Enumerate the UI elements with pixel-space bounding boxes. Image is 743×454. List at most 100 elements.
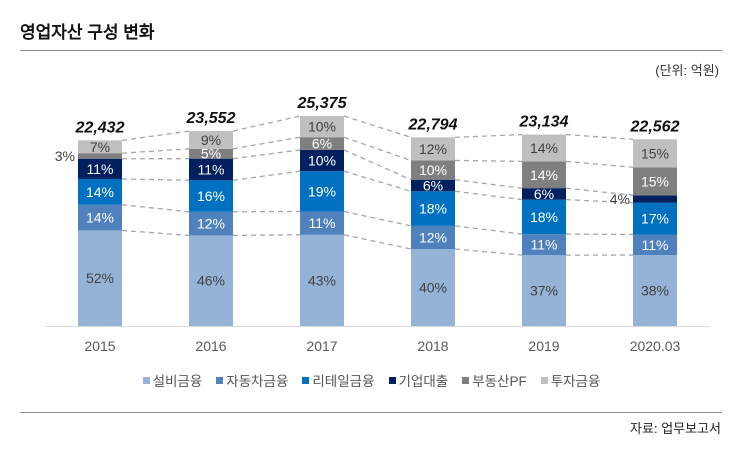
data-label: 19%: [308, 183, 336, 199]
data-label: 11%: [198, 161, 225, 177]
bar-segment: [522, 255, 566, 326]
connector-line: [565, 187, 634, 196]
connector-line: [343, 136, 412, 162]
bar-segment: [411, 191, 455, 226]
connector-line: [454, 133, 523, 139]
data-label: 10%: [308, 119, 336, 135]
legend-label: 기업대출: [398, 374, 449, 389]
data-label: 3%: [55, 148, 75, 164]
data-label: 17%: [641, 211, 669, 227]
total-label: 23,134: [519, 114, 569, 131]
bar-segment: [78, 158, 122, 179]
x-tick-label: 2020.03: [630, 338, 681, 354]
bar-segment: [411, 137, 455, 161]
bar-segment: [78, 204, 122, 231]
data-label: 11%: [531, 237, 558, 253]
total-label: 25,375: [297, 95, 348, 112]
bar-segment: [189, 211, 233, 236]
bar-segment: [522, 161, 566, 189]
bar-segment: [633, 255, 677, 326]
connector-line: [565, 198, 634, 204]
bar-segment: [300, 149, 344, 172]
data-label: 40%: [419, 280, 447, 296]
total-label: 22,562: [630, 118, 680, 135]
bar-segment: [633, 202, 677, 235]
connector-line: [343, 149, 412, 181]
connector-line: [232, 170, 301, 181]
data-label: 11%: [642, 237, 669, 253]
connector-line: [343, 210, 412, 227]
bar-segment: [633, 195, 677, 203]
bar-segment: [78, 153, 122, 159]
legend-swatch: [302, 376, 310, 384]
connector-line: [232, 149, 301, 160]
connector-line: [565, 133, 634, 140]
bar-segment: [522, 134, 566, 162]
legend-swatch: [388, 376, 396, 384]
bar-segment: [300, 137, 344, 150]
bar-segment: [189, 235, 233, 326]
data-label: 15%: [641, 173, 669, 189]
x-tick-label: 2019: [528, 338, 559, 354]
connector-line: [343, 115, 412, 138]
connector-line: [454, 159, 523, 162]
connector-line: [565, 160, 634, 168]
connector-line: [232, 115, 301, 132]
bar-segment: [78, 140, 122, 154]
bar-segment: [633, 139, 677, 168]
data-label: 12%: [197, 216, 225, 232]
total-label: 23,552: [186, 110, 236, 127]
bar-segment: [189, 131, 233, 149]
bar-segment: [78, 230, 122, 326]
data-label: 14%: [530, 167, 558, 183]
source-note: 자료: 업무보고서: [630, 421, 721, 436]
x-tick-label: 2017: [306, 338, 337, 354]
legend-label: 부동산PF: [472, 374, 527, 389]
legend-swatch: [462, 376, 470, 384]
data-label: 18%: [419, 201, 447, 217]
connector-line: [343, 234, 412, 250]
connector-line: [121, 229, 190, 237]
legend-item: 설비금융: [142, 370, 202, 390]
connector-line: [454, 225, 523, 235]
data-label: 5%: [201, 146, 221, 162]
legend-label: 투자금융: [550, 374, 601, 389]
data-label: 12%: [419, 229, 447, 245]
data-label: 15%: [641, 145, 669, 161]
data-label: 7%: [90, 139, 110, 155]
total-label: 22,794: [408, 116, 458, 133]
bar-segment: [300, 116, 344, 138]
connector-line: [343, 170, 412, 192]
legend-label: 자동차금융: [226, 374, 289, 389]
data-label: 14%: [530, 140, 558, 156]
bar-segment: [411, 249, 455, 326]
data-label: 18%: [530, 209, 558, 225]
x-tick-label: 2016: [195, 338, 226, 354]
data-label: 14%: [86, 210, 114, 226]
data-label: 6%: [312, 136, 332, 152]
data-label: 14%: [86, 184, 114, 200]
data-label: 38%: [641, 283, 669, 299]
connector-line: [454, 248, 523, 256]
data-label: 46%: [197, 273, 225, 289]
connector-line: [454, 179, 523, 189]
legend-swatch: [142, 376, 150, 384]
data-label: 9%: [201, 132, 221, 148]
data-label: 10%: [308, 153, 336, 169]
bar-segment: [633, 234, 677, 256]
data-label: 52%: [86, 270, 114, 286]
legend-item: 기업대출: [388, 370, 449, 390]
legend-item: 부동산PF: [462, 370, 527, 390]
total-label: 22,432: [75, 119, 125, 136]
bar-segment: [522, 188, 566, 200]
legend-swatch: [216, 376, 224, 384]
connector-line: [232, 136, 301, 150]
legend-item: 투자금융: [540, 370, 601, 390]
bar-segment: [633, 167, 677, 196]
data-label: 12%: [419, 141, 447, 157]
data-label: 37%: [530, 283, 558, 299]
data-label: 11%: [309, 215, 336, 231]
connector-line: [121, 204, 190, 213]
data-label: 6%: [534, 186, 554, 202]
